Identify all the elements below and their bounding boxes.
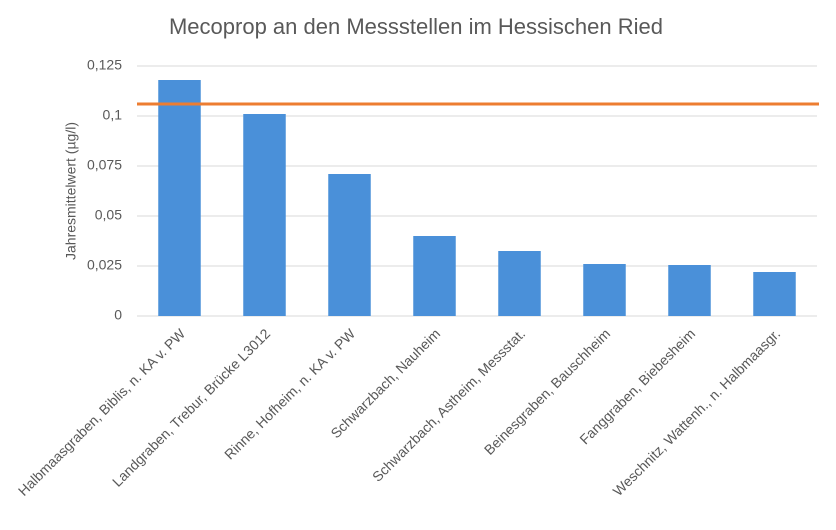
y-axis-label: Jahresmittelwert (µg/l) [63, 122, 79, 260]
y-tick-label: 0,05 [95, 207, 122, 223]
bar [498, 251, 541, 316]
x-tick-label: Halbmaasgraben, Biblis, n. KA v. PW [15, 325, 189, 499]
y-tick-label: 0,025 [87, 257, 122, 273]
y-tick-label: 0,1 [103, 107, 123, 123]
bar [413, 236, 456, 316]
y-tick-label: 0,125 [87, 57, 122, 73]
x-tick-label: Schwarzbach, Astheim, Messstat. [369, 325, 528, 484]
bar [158, 80, 201, 316]
bar [668, 265, 711, 316]
chart-title: Mecoprop an den Messstellen im Hessische… [169, 14, 663, 39]
bar [328, 174, 371, 316]
bar [583, 264, 626, 316]
y-tick-label: 0,075 [87, 157, 122, 173]
y-tick-label: 0 [114, 307, 122, 323]
x-tick-label: Landgraben, Trebur, Brücke L3012 [109, 325, 273, 489]
bar [753, 272, 796, 316]
x-tick-label: Weschnitz, Wattenh., n. Halbmaasgr. [610, 325, 784, 499]
bar [243, 114, 286, 316]
